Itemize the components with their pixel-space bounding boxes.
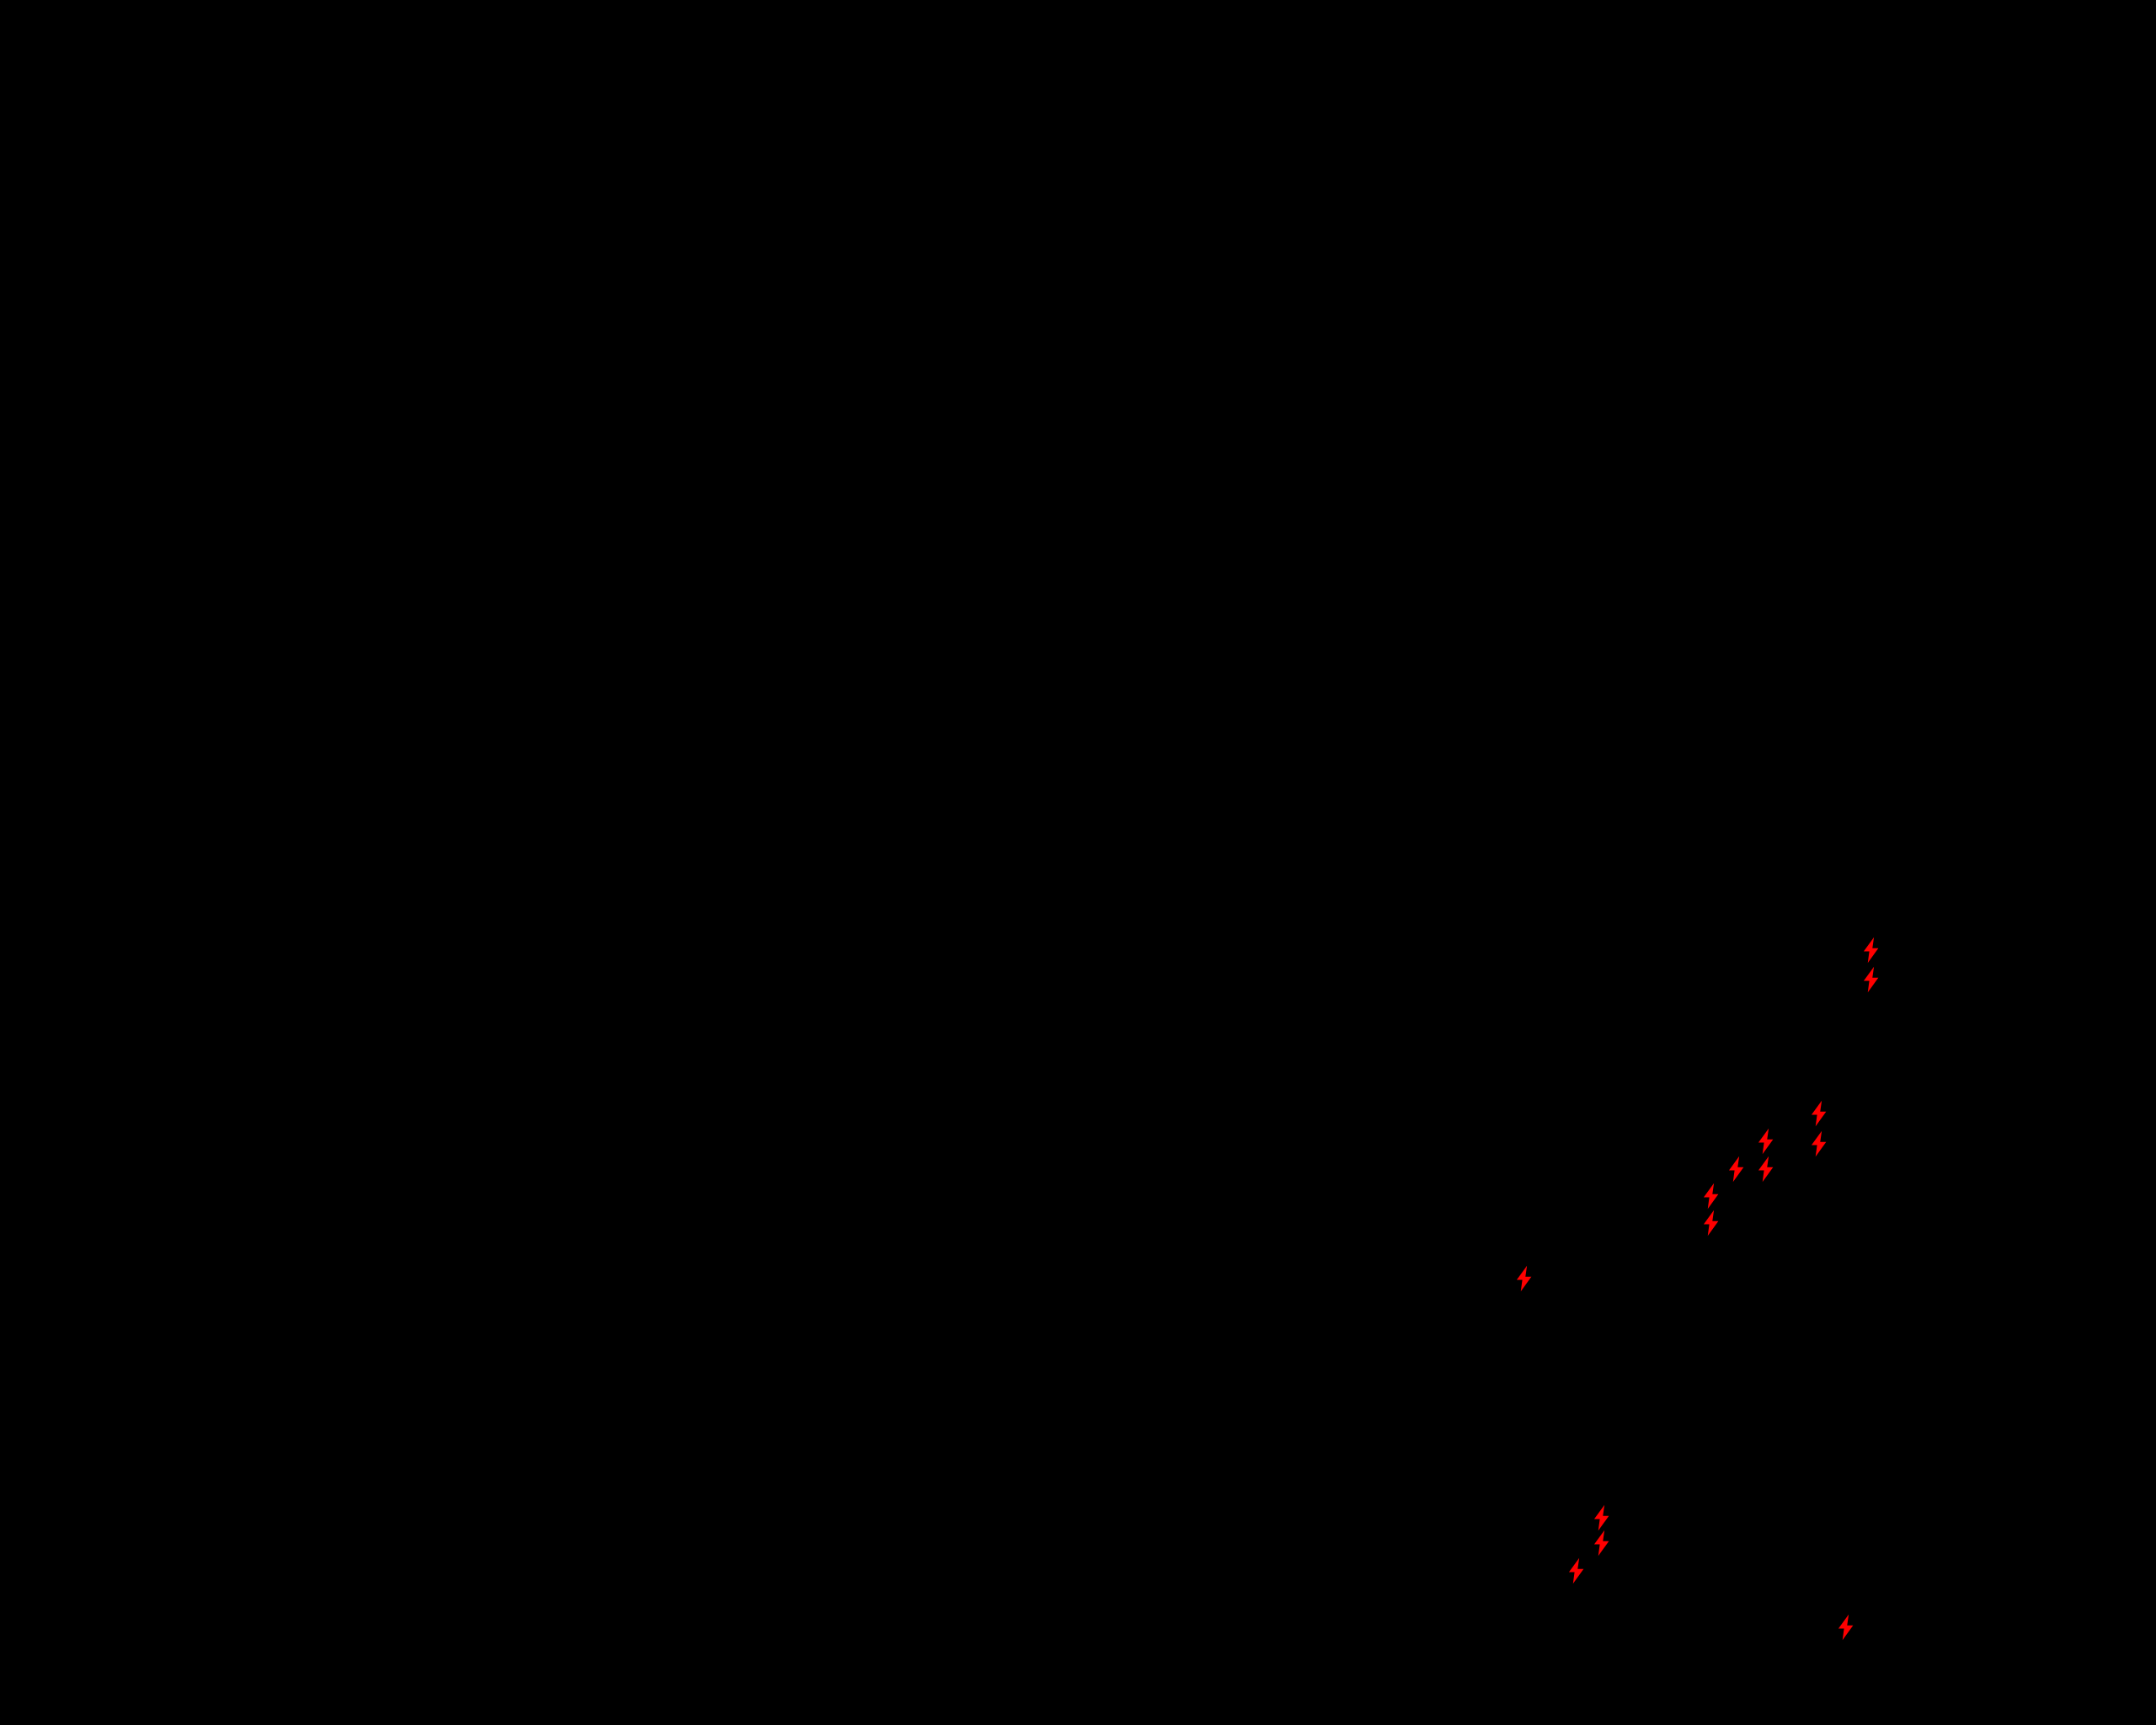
bolt-glyph-path <box>1863 937 1879 964</box>
high-voltage-bolt-icon-svg <box>1838 1614 1854 1641</box>
high-voltage-bolt-icon-svg <box>1728 1156 1744 1183</box>
high-voltage-bolt-icon <box>1752 1127 1780 1156</box>
high-voltage-bolt-icon <box>1697 1209 1726 1237</box>
bolt-glyph-path <box>1593 1530 1609 1557</box>
high-voltage-bolt-icon-svg <box>1758 1156 1774 1183</box>
bolt-glyph-path <box>1728 1156 1744 1183</box>
high-voltage-bolt-icon <box>1805 1130 1833 1158</box>
high-voltage-bolt-icon-svg <box>1593 1504 1609 1531</box>
bolt-glyph-path <box>1863 966 1879 993</box>
bolt-glyph-path <box>1568 1557 1584 1584</box>
high-voltage-bolt-icon <box>1832 1613 1860 1642</box>
high-voltage-bolt-icon-svg <box>1811 1100 1827 1127</box>
bolt-glyph-path <box>1758 1156 1774 1183</box>
high-voltage-bolt-icon-svg <box>1863 966 1879 993</box>
bolt-glyph-path <box>1593 1504 1609 1531</box>
high-voltage-bolt-icon <box>1857 936 1886 964</box>
high-voltage-bolt-icon <box>1588 1503 1616 1532</box>
high-voltage-bolt-icon-svg <box>1568 1557 1584 1584</box>
high-voltage-bolt-icon <box>1588 1529 1616 1557</box>
high-voltage-bolt-icon <box>1562 1557 1591 1585</box>
high-voltage-bolt-icon-svg <box>1516 1265 1532 1292</box>
bolt-glyph-path <box>1811 1100 1827 1127</box>
high-voltage-bolt-icon-svg <box>1703 1183 1719 1210</box>
high-voltage-bolt-icon <box>1857 965 1886 994</box>
high-voltage-bolt-icon <box>1697 1182 1726 1210</box>
high-voltage-bolt-icon <box>1510 1264 1539 1293</box>
bolt-glyph-path <box>1703 1183 1719 1210</box>
high-voltage-bolt-icon-svg <box>1811 1130 1827 1157</box>
bolt-glyph-path <box>1838 1614 1854 1641</box>
high-voltage-bolt-icon-svg <box>1703 1210 1719 1236</box>
high-voltage-bolt-icon <box>1805 1099 1833 1128</box>
high-voltage-bolt-icon <box>1752 1155 1780 1183</box>
high-voltage-bolt-icon <box>1722 1155 1751 1183</box>
high-voltage-bolt-icon-svg <box>1863 937 1879 964</box>
bolt-glyph-path <box>1811 1130 1827 1157</box>
bolt-glyph-path <box>1758 1128 1774 1155</box>
high-voltage-bolt-icon-svg <box>1758 1128 1774 1155</box>
bolt-glyph-path <box>1516 1265 1532 1292</box>
bolt-glyph-path <box>1703 1210 1719 1236</box>
high-voltage-bolt-icon-svg <box>1593 1530 1609 1557</box>
